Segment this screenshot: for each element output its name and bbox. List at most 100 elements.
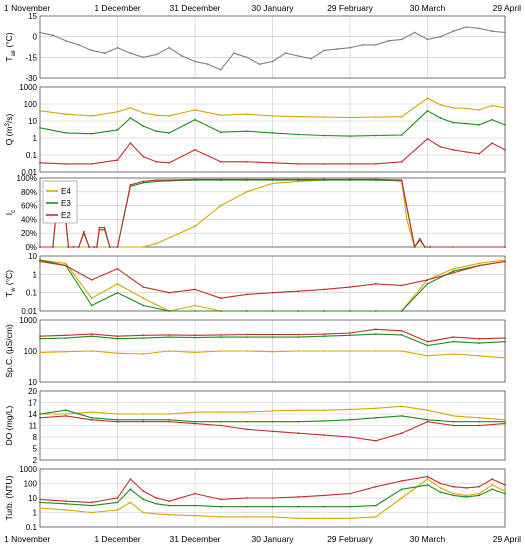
data-point xyxy=(439,482,442,485)
data-point xyxy=(504,106,506,109)
data-point xyxy=(271,161,274,164)
y-tick-label: 5 xyxy=(33,445,38,454)
y-tick-label: 0% xyxy=(25,243,37,252)
y-tick-label: 20 xyxy=(28,387,37,396)
data-point xyxy=(452,272,455,274)
data-point xyxy=(426,279,429,281)
data-point xyxy=(323,163,326,165)
data-point xyxy=(168,115,171,117)
data-point xyxy=(349,350,351,352)
data-point xyxy=(219,178,222,181)
data-point xyxy=(491,488,493,491)
data-point xyxy=(400,334,403,336)
data-point xyxy=(271,336,274,338)
data-point xyxy=(142,304,145,307)
data-point xyxy=(374,116,377,118)
data-point xyxy=(504,31,506,34)
data-point xyxy=(64,132,67,134)
data-point xyxy=(155,242,158,245)
data-point xyxy=(400,415,403,417)
data-point xyxy=(258,63,261,66)
data-point xyxy=(504,259,506,261)
data-point xyxy=(478,337,481,340)
y-tick-label: 0.1 xyxy=(26,151,38,160)
data-point xyxy=(323,116,326,118)
data-point xyxy=(129,488,132,491)
data-point xyxy=(271,430,274,433)
y-tick-label: 8 xyxy=(33,433,38,442)
data-point xyxy=(129,106,132,109)
data-point xyxy=(116,418,119,421)
data-point xyxy=(168,161,171,164)
data-point xyxy=(349,436,351,438)
data-point xyxy=(439,35,442,38)
data-point xyxy=(142,125,145,127)
data-point xyxy=(142,112,145,114)
data-point xyxy=(90,416,93,419)
data-point xyxy=(142,334,145,337)
data-point xyxy=(168,513,171,516)
data-point xyxy=(245,428,248,431)
y-tick-label: 10 xyxy=(28,494,37,503)
data-point xyxy=(142,337,145,339)
data-point xyxy=(400,179,403,182)
y-tick-label: 10 xyxy=(28,252,37,261)
data-point xyxy=(116,159,119,162)
data-point xyxy=(400,134,403,136)
date-label-top: 1 November xyxy=(4,3,50,13)
data-point xyxy=(297,336,300,338)
data-point xyxy=(194,422,196,425)
y-tick-label: 100 xyxy=(24,100,38,109)
data-point xyxy=(297,333,300,336)
data-point xyxy=(194,334,196,337)
y-tick-label: 1 xyxy=(33,509,38,518)
data-point xyxy=(155,53,158,56)
data-point xyxy=(284,52,287,55)
data-point xyxy=(349,116,351,119)
data-point xyxy=(245,293,248,296)
data-point xyxy=(219,516,222,518)
data-point xyxy=(297,115,300,118)
data-point xyxy=(39,31,41,34)
data-point xyxy=(52,246,54,248)
data-point xyxy=(478,424,481,427)
y-tick-label: 0.01 xyxy=(21,168,37,177)
data-point xyxy=(168,132,171,134)
data-point xyxy=(491,142,493,145)
data-point xyxy=(349,46,351,49)
data-point xyxy=(271,310,274,312)
data-point xyxy=(93,246,96,248)
data-point xyxy=(116,110,119,113)
data-point xyxy=(245,178,248,181)
data-point xyxy=(271,132,274,134)
data-point xyxy=(504,149,506,151)
date-label-top: 1 December xyxy=(94,3,140,13)
data-point xyxy=(400,115,403,118)
data-point xyxy=(219,131,222,134)
data-point xyxy=(116,413,119,415)
data-point xyxy=(142,286,145,288)
y-tick-label: 14 xyxy=(28,410,37,419)
data-point xyxy=(271,115,274,117)
data-point xyxy=(426,344,429,347)
data-point xyxy=(116,246,119,248)
data-point xyxy=(39,260,41,263)
data-point xyxy=(478,27,481,30)
data-point xyxy=(168,418,171,421)
data-point xyxy=(426,475,429,478)
data-point xyxy=(245,336,248,338)
data-point xyxy=(504,490,506,492)
data-point xyxy=(297,290,300,293)
data-point xyxy=(194,504,196,507)
data-point xyxy=(452,267,455,270)
data-point xyxy=(452,492,455,495)
data-point xyxy=(116,291,119,294)
data-point xyxy=(142,498,145,501)
y-axis-label: Ic xyxy=(4,210,17,215)
data-point xyxy=(90,333,93,335)
data-point xyxy=(271,420,274,423)
data-point xyxy=(439,103,442,106)
data-point xyxy=(90,511,93,514)
data-point xyxy=(168,310,171,312)
data-point xyxy=(310,57,313,60)
